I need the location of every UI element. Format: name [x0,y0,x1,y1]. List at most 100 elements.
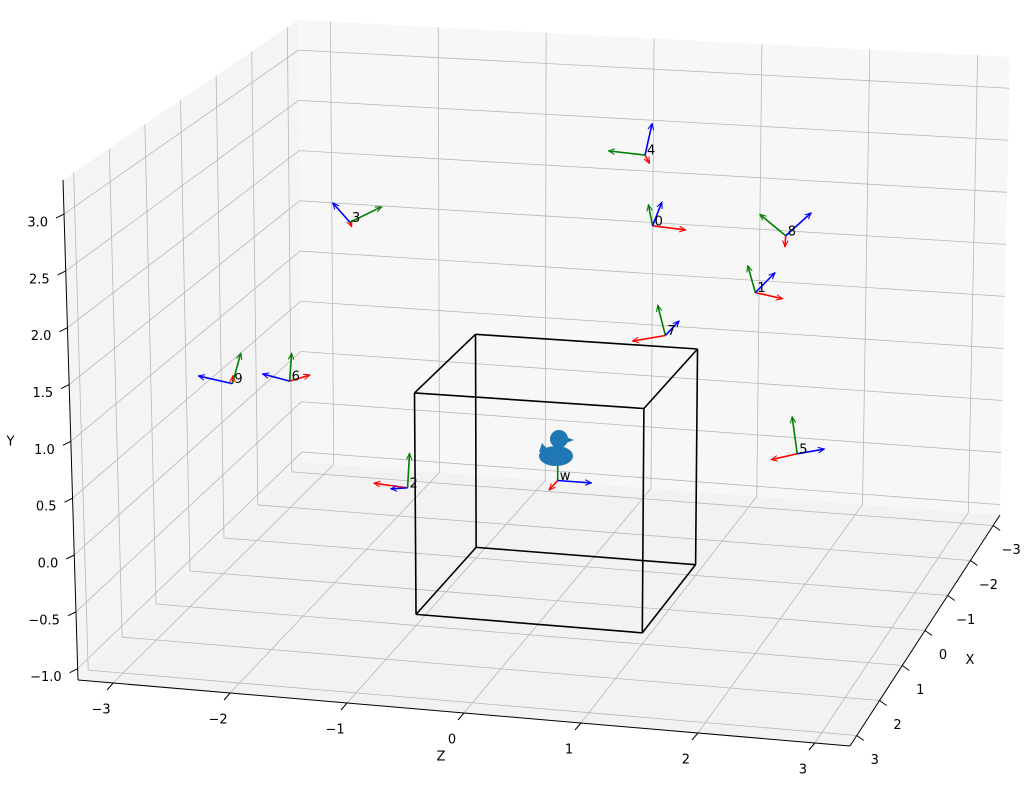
cube-edge [413,333,477,394]
frame-axis-arrow [198,376,233,385]
x-tick [947,595,956,601]
y-tick-label: 3.0 [27,216,48,231]
y-tick-label: 1.0 [34,443,55,458]
frame-axis-arrow [785,235,786,247]
labels: −3 −2 −1 0 1 2 3 −1.0 −0.5 0.0 0.5 1.0 1.5 2.0 2.5 3.0 −… [6,144,1021,778]
frame-label: 7 [667,324,675,339]
y-tick [66,554,75,560]
frame-axis-arrow [231,353,240,384]
grid-line [346,480,546,704]
frame-label: 2 [410,476,418,491]
x-tick [992,525,1001,531]
z-tick-label: 0 [448,733,456,748]
z-tick [691,732,699,741]
y-tick [59,327,68,333]
grid-line [329,21,335,465]
left-pane [63,20,302,680]
z-tick [340,702,348,711]
floor-pane [78,462,1000,746]
grid-line [67,150,300,329]
frame-label: 3 [352,211,360,226]
frame-label: 8 [788,224,796,239]
x-tick [924,630,933,636]
cube-edge [475,333,698,350]
grid-line [75,401,302,613]
z-tick [106,682,114,691]
frame-axis-arrow [333,203,351,223]
x-tick-label: −1 [956,613,975,628]
cube-edge [641,564,697,634]
z-tick [808,742,816,751]
frame-label: w [560,469,571,484]
frame-axis-arrow [664,321,679,337]
frame-axis-arrow [350,222,352,226]
cube-edge [476,546,696,566]
x-tick [970,560,978,566]
grid-line [697,504,863,734]
y-axis-label: Y [6,435,15,450]
x-tick-label: −2 [979,578,998,593]
cube-edge [694,349,699,565]
z-tick-label: 3 [799,763,807,778]
grid-line [68,200,300,385]
frame-axis-arrow [263,374,290,382]
grid-line [756,44,763,497]
z-tick-label: −3 [92,703,111,718]
grid-line [108,148,123,638]
grid-line [70,250,301,442]
frame-axis-arrow [408,453,410,488]
cube-edge [643,348,699,410]
grid-line [65,100,299,272]
grid-line [580,496,758,724]
cube-edge [414,392,644,410]
grid-line [73,351,302,556]
z-tick-label: 2 [682,753,690,768]
x-tick [856,735,865,741]
x-tick-label: 3 [871,753,879,768]
frame-axis-arrow [797,449,824,455]
z-tick [223,692,231,701]
frame-axis-arrow [760,214,787,237]
grid-line [72,300,301,499]
grid-line [862,49,871,505]
grid-line [77,451,303,669]
z-tick-label: 1 [565,743,573,758]
frame-axis-arrow [549,479,559,491]
frame-label: 4 [647,144,655,159]
grid-line [63,49,299,215]
grid-line [286,27,293,472]
grid-line [544,32,547,481]
frame-axis-arrow [644,124,652,156]
z-axis-label: Z [437,750,446,765]
grid-line [73,172,89,671]
duck-tail [539,443,548,452]
frame-axis-arrow [633,334,666,341]
frame-label: 5 [799,442,807,457]
cube-edge [415,546,477,615]
y-tick [69,668,78,674]
grid-line [112,464,335,684]
frame-axis-arrow [792,417,799,454]
y-tick [57,270,66,276]
frame-axis-arrow [785,213,811,237]
z-tick [457,712,465,721]
y-axis-line [62,179,79,681]
frame-axis-arrow [755,291,782,299]
frame-axis-arrow [648,205,654,226]
frame-axis-arrow [651,202,662,227]
cube-edge [641,408,645,633]
cube-edge [415,613,643,634]
duck-body [539,446,573,466]
duck-marker [539,430,574,466]
x-tick-label: 0 [939,648,947,663]
y-tick [67,611,77,617]
frame-axis-arrow [391,488,408,489]
z-tick [574,722,582,731]
grid-line [463,488,652,714]
x-tick-label: −3 [1002,543,1021,558]
y-tick-label: −1.0 [30,670,62,685]
x-tick [879,700,887,706]
grid-line [251,51,259,505]
frame-axis-arrow [557,481,592,483]
